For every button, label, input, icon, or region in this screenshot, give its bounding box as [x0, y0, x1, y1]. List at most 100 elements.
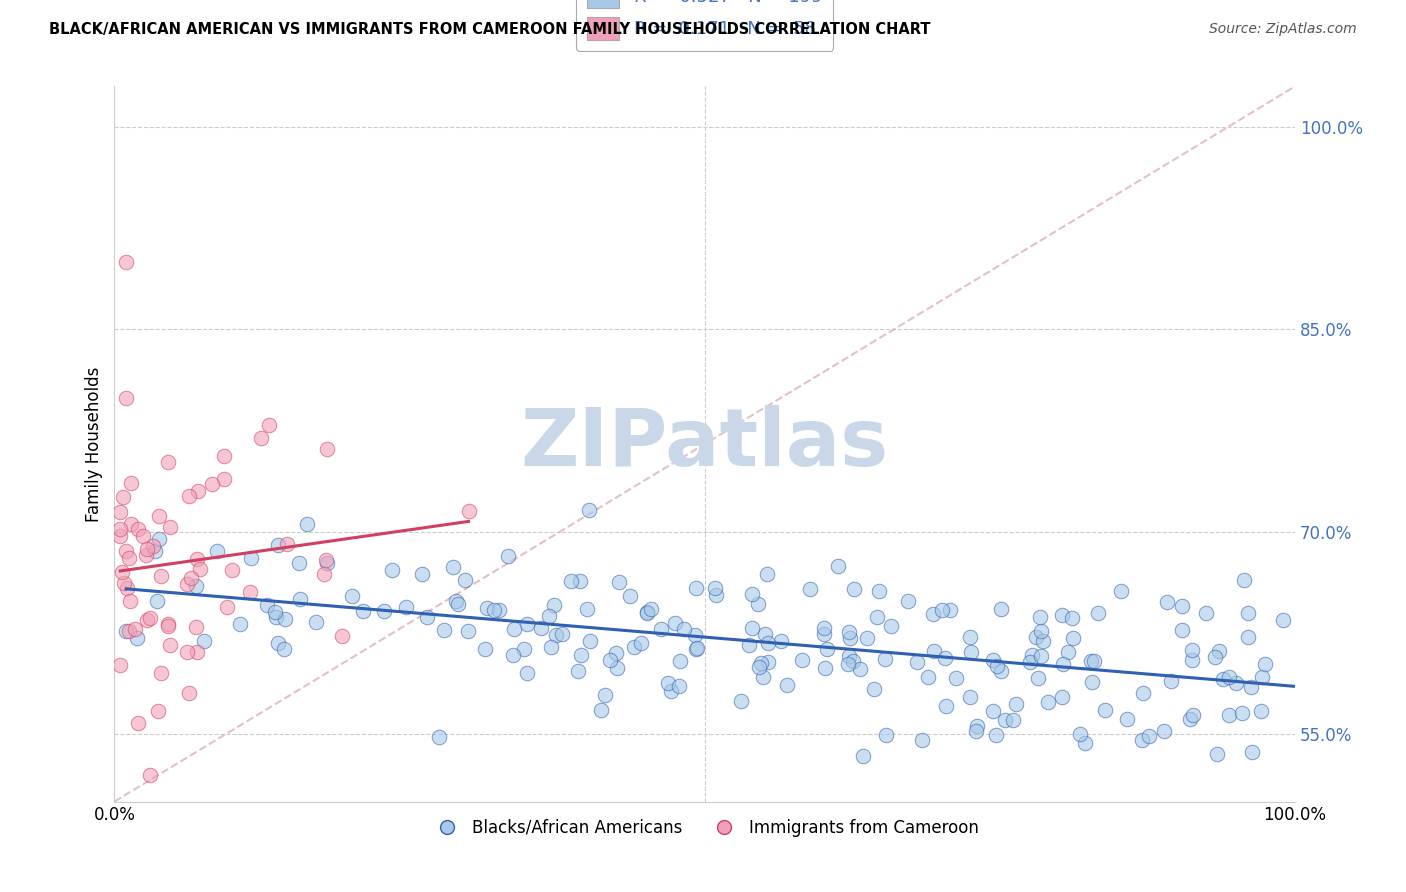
Point — [188, 562, 211, 576]
Point — [148, 532, 170, 546]
Point — [496, 549, 519, 564]
Point — [685, 581, 707, 595]
Point — [146, 594, 169, 608]
Point — [619, 589, 641, 603]
Point — [630, 635, 652, 649]
Point — [1031, 633, 1053, 648]
Point — [1237, 630, 1260, 644]
Point — [179, 686, 201, 700]
Point — [118, 624, 141, 638]
Point — [1050, 690, 1073, 704]
Point — [441, 560, 464, 574]
Point — [569, 648, 592, 662]
Point — [215, 600, 238, 615]
Point — [1160, 673, 1182, 688]
Point — [544, 628, 567, 642]
Point — [576, 602, 599, 616]
Point — [567, 665, 589, 679]
Point — [482, 603, 505, 617]
Point — [837, 657, 859, 671]
Point — [457, 624, 479, 638]
Point — [852, 748, 875, 763]
Point — [259, 417, 281, 432]
Point — [111, 565, 134, 579]
Point — [813, 621, 835, 635]
Point — [589, 703, 612, 717]
Text: ZIPatlas: ZIPatlas — [520, 405, 889, 483]
Point — [453, 573, 475, 587]
Point — [1004, 697, 1026, 711]
Point — [756, 636, 779, 650]
Point — [917, 670, 939, 684]
Point — [1272, 613, 1295, 627]
Point — [1181, 707, 1204, 722]
Point — [516, 666, 538, 681]
Point — [157, 619, 180, 633]
Text: BLACK/AFRICAN AMERICAN VS IMMIGRANTS FROM CAMEROON FAMILY HOUSEHOLDS CORRELATION: BLACK/AFRICAN AMERICAN VS IMMIGRANTS FRO… — [49, 22, 931, 37]
Point — [314, 567, 336, 582]
Point — [114, 575, 136, 590]
Point — [1137, 729, 1160, 743]
Point — [340, 589, 363, 603]
Point — [673, 623, 696, 637]
Point — [239, 551, 262, 566]
Point — [1081, 675, 1104, 690]
Point — [131, 528, 153, 542]
Point — [668, 654, 690, 668]
Point — [966, 719, 988, 733]
Point — [704, 588, 727, 602]
Point — [756, 656, 779, 670]
Point — [1181, 653, 1204, 667]
Point — [1052, 657, 1074, 672]
Y-axis label: Family Households: Family Households — [86, 367, 103, 522]
Point — [844, 582, 866, 596]
Point — [180, 571, 202, 585]
Point — [905, 655, 928, 669]
Point — [849, 662, 872, 676]
Point — [110, 529, 132, 543]
Point — [1109, 583, 1132, 598]
Point — [212, 472, 235, 486]
Point — [381, 563, 404, 577]
Point — [186, 645, 208, 659]
Point — [1240, 680, 1263, 694]
Point — [1251, 670, 1274, 684]
Point — [221, 563, 243, 577]
Point — [139, 767, 162, 781]
Point — [263, 605, 285, 619]
Point — [748, 660, 770, 674]
Point — [295, 516, 318, 531]
Point — [120, 475, 142, 490]
Point — [352, 604, 374, 618]
Point — [685, 641, 707, 656]
Point — [1029, 609, 1052, 624]
Point — [433, 624, 456, 638]
Point — [187, 484, 209, 499]
Point — [1021, 648, 1043, 662]
Point — [1116, 712, 1139, 726]
Point — [1181, 643, 1204, 657]
Point — [120, 594, 142, 608]
Point — [1218, 670, 1240, 684]
Point — [249, 431, 271, 445]
Point — [264, 610, 287, 624]
Point — [110, 522, 132, 536]
Point — [1029, 624, 1052, 638]
Point — [239, 585, 262, 599]
Point — [127, 522, 149, 536]
Point — [1230, 706, 1253, 720]
Point — [530, 621, 553, 635]
Point — [741, 586, 763, 600]
Point — [1204, 649, 1226, 664]
Point — [994, 713, 1017, 727]
Point — [747, 597, 769, 611]
Point — [142, 539, 165, 553]
Point — [330, 629, 353, 643]
Point — [897, 594, 920, 608]
Point — [537, 608, 560, 623]
Point — [1060, 610, 1083, 624]
Point — [1069, 726, 1091, 740]
Point — [1208, 644, 1230, 658]
Point — [138, 611, 160, 625]
Point — [990, 665, 1012, 679]
